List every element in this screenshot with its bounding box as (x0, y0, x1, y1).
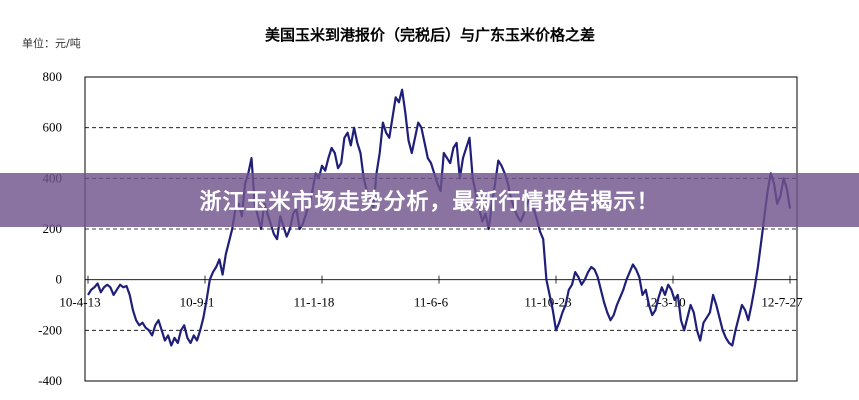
y-tick-label: 0 (56, 272, 63, 287)
unit-label: 单位：元/吨 (22, 36, 81, 50)
x-tick-label: 12-7-27 (761, 295, 803, 310)
x-tick-label: 11-6-6 (414, 295, 449, 310)
gridlines (85, 127, 797, 331)
chart-title: 美国玉米到港报价（完税后）与广东玉米价格之差 (265, 26, 595, 44)
x-tick-label: 11-10-23 (524, 295, 571, 310)
x-tick-label: 10-4-13 (59, 295, 100, 310)
y-tick-label: -400 (38, 373, 62, 388)
y-tick-label: 600 (43, 120, 63, 135)
y-tick-label: -200 (38, 322, 62, 337)
x-tick-label: 11-1-18 (294, 295, 335, 310)
x-axis-ticks: 10-4-13 10-9-1 11-1-18 11-6-6 11-10-23 12-3-1… (59, 275, 803, 310)
x-tick-label: 10-9-1 (180, 295, 215, 310)
y-tick-label: 800 (43, 69, 63, 84)
banner-text: 浙江玉米市场走势分析，最新行情报告揭示！ (199, 190, 660, 215)
overlay-banner: 浙江玉米市场走势分析，最新行情报告揭示！ (0, 173, 859, 227)
y-axis-ticks: 8006004002000-200-400 (38, 69, 62, 388)
